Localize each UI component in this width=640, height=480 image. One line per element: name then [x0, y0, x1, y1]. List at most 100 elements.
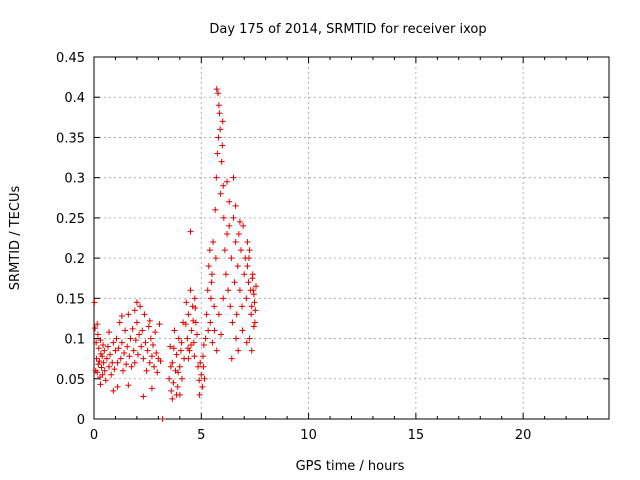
- data-point: [214, 150, 221, 157]
- data-point: [133, 299, 140, 306]
- data-point: [167, 343, 174, 350]
- data-point: [220, 295, 227, 302]
- data-point: [102, 377, 109, 384]
- data-point: [211, 327, 218, 334]
- data-point: [166, 375, 173, 382]
- data-point: [212, 255, 219, 262]
- data-point: [231, 279, 238, 286]
- data-point: [203, 311, 210, 318]
- data-point: [243, 339, 250, 346]
- data-point: [217, 190, 224, 197]
- data-point: [246, 335, 253, 342]
- data-point: [148, 385, 155, 392]
- data-point: [115, 345, 122, 352]
- data-point: [219, 142, 226, 149]
- data-point: [132, 337, 139, 344]
- data-point: [118, 313, 125, 320]
- data-point: [143, 367, 150, 374]
- y-tick-label: 0: [77, 413, 85, 428]
- data-point: [148, 353, 155, 360]
- data-point: [236, 218, 243, 225]
- data-point: [187, 287, 194, 294]
- data-point: [131, 359, 138, 366]
- x-tick-label: 20: [515, 428, 532, 443]
- data-point: [145, 323, 152, 330]
- data-point: [215, 90, 222, 97]
- data-point: [215, 311, 222, 318]
- data-point: [208, 279, 215, 286]
- data-point: [101, 347, 108, 354]
- x-axis-label: GPS time / hours: [296, 459, 405, 474]
- data-point: [252, 307, 259, 314]
- y-tick-label: 0.25: [56, 212, 85, 227]
- x-tick-label: 5: [197, 428, 205, 443]
- data-point: [244, 239, 251, 246]
- data-point: [209, 339, 216, 346]
- y-tick-label: 0.45: [56, 51, 85, 66]
- data-point: [118, 339, 125, 346]
- data-point: [229, 319, 236, 326]
- data-point: [178, 375, 185, 382]
- data-point: [225, 287, 232, 294]
- data-point: [239, 327, 246, 334]
- data-point: [154, 369, 161, 376]
- data-point: [176, 363, 183, 370]
- data-point: [167, 363, 174, 370]
- data-point: [184, 335, 191, 342]
- data-point: [235, 347, 242, 354]
- data-point: [241, 271, 248, 278]
- axis-ticks: 0 5 10 15 20 0 0.05 0.1 0.15 0.2 0.25 0.3 0.35 0.4 0.4…: [56, 51, 609, 443]
- y-tick-label: 0.15: [56, 292, 85, 307]
- data-point: [200, 363, 207, 370]
- data-points: [91, 86, 260, 422]
- data-point: [199, 383, 206, 390]
- data-point: [237, 247, 244, 254]
- data-point: [92, 325, 99, 332]
- data-point: [133, 319, 140, 326]
- data-point: [125, 382, 132, 389]
- data-point: [140, 355, 147, 362]
- data-point: [99, 353, 106, 360]
- data-point: [232, 202, 239, 209]
- data-point: [224, 178, 231, 185]
- data-point: [240, 222, 247, 229]
- data-point: [198, 371, 205, 378]
- y-tick-label: 0.1: [64, 333, 85, 348]
- data-point: [137, 303, 144, 310]
- data-point: [184, 345, 191, 352]
- data-point: [205, 263, 212, 270]
- data-point: [116, 319, 123, 326]
- data-point: [207, 319, 214, 326]
- x-tick-label: 0: [90, 428, 98, 443]
- data-point: [100, 359, 107, 366]
- data-point: [108, 371, 115, 378]
- data-point: [96, 358, 103, 365]
- data-point: [176, 391, 183, 398]
- data-point: [195, 363, 202, 370]
- data-point: [187, 228, 194, 235]
- data-point: [97, 381, 104, 388]
- data-point: [97, 337, 104, 344]
- data-point: [146, 317, 153, 324]
- data-point: [153, 350, 160, 357]
- data-point: [106, 363, 113, 370]
- y-tick-label: 0.35: [56, 131, 85, 146]
- data-point: [93, 339, 100, 346]
- data-point: [219, 118, 226, 125]
- data-point: [251, 299, 258, 306]
- data-point: [221, 247, 228, 254]
- data-point: [109, 359, 116, 366]
- y-tick-label: 0.4: [64, 91, 85, 106]
- data-point: [126, 353, 133, 360]
- data-point: [215, 134, 222, 141]
- data-point: [232, 239, 239, 246]
- data-point: [104, 343, 111, 350]
- data-point: [233, 311, 240, 318]
- data-point: [206, 247, 213, 254]
- data-point: [248, 303, 255, 310]
- data-point: [107, 351, 114, 358]
- data-point: [151, 363, 158, 370]
- data-point: [144, 347, 151, 354]
- data-point: [216, 110, 223, 117]
